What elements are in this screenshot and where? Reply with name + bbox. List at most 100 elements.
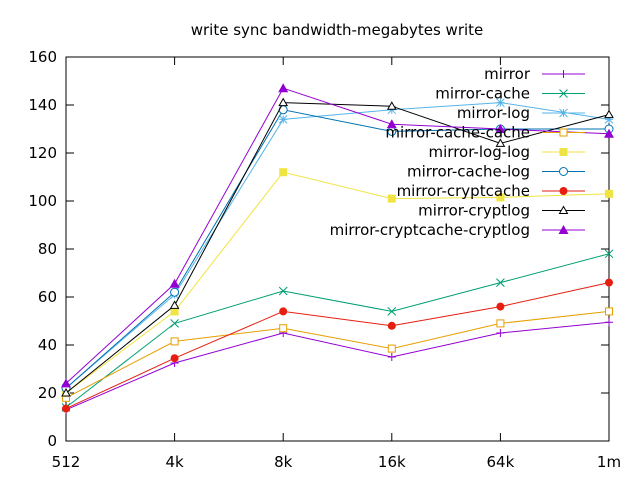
data-point — [170, 307, 179, 316]
data-point — [169, 300, 180, 309]
data-point — [387, 321, 396, 330]
data-point — [61, 387, 71, 397]
data-point — [496, 319, 505, 328]
series-line — [65, 109, 609, 389]
series-mirror — [62, 318, 613, 414]
series-layer — [61, 83, 614, 414]
legend-marker — [559, 70, 568, 78]
y-tick-label: 60 — [38, 288, 57, 306]
legend-marker — [559, 167, 568, 176]
series-mirror-cryptcache — [62, 278, 613, 413]
y-tick-label: 40 — [38, 336, 57, 354]
legend-marker — [559, 128, 568, 137]
data-point — [386, 119, 397, 129]
legend-marker — [559, 187, 568, 195]
series-line — [65, 102, 610, 389]
data-point — [170, 287, 180, 297]
data-point — [279, 324, 288, 333]
legend-entry: mirror-log-log — [429, 143, 585, 161]
series-mirror-cache — [61, 249, 614, 412]
series-line — [65, 310, 610, 399]
data-point — [170, 319, 179, 328]
data-point — [604, 109, 614, 119]
data-point — [386, 101, 397, 110]
data-point — [605, 278, 613, 287]
data-point — [605, 189, 613, 198]
legend-label: mirror-cryptcache-cryptlog — [330, 221, 530, 239]
series-mirror-cache-log — [61, 105, 614, 393]
data-point — [604, 249, 614, 259]
series-mirror-log — [61, 98, 614, 393]
legend-entry: mirror-cache-cache — [385, 124, 585, 142]
legend-entry: mirror-cryptcache — [397, 182, 585, 200]
legend-entry: mirror-cache-log — [407, 163, 585, 181]
data-point — [170, 354, 179, 363]
series-mirror-cache-cache — [62, 307, 613, 402]
data-point — [278, 97, 289, 107]
y-tick-label: 100 — [28, 192, 57, 210]
data-point — [387, 194, 396, 203]
legend-label: mirror-cache-cache — [385, 124, 530, 142]
series-mirror-log-log — [62, 168, 613, 397]
legend-label: mirror — [484, 65, 531, 83]
data-point — [495, 138, 506, 147]
legend-label: mirror-log-log — [429, 143, 530, 161]
series-line — [65, 102, 610, 394]
data-point — [170, 337, 179, 346]
data-point — [279, 307, 288, 316]
x-tick-label: 64k — [487, 453, 515, 471]
legend-label: mirror-cache-log — [407, 163, 530, 181]
series-line — [65, 171, 610, 394]
y-tick-label: 140 — [28, 96, 57, 114]
y-tick-label: 0 — [47, 432, 57, 450]
legend-label: mirror-cryptlog — [418, 202, 530, 220]
legend-label: mirror-cryptcache — [397, 182, 530, 200]
y-tick-label: 80 — [38, 240, 57, 258]
data-point — [387, 353, 396, 361]
x-tick-label: 8k — [274, 453, 293, 471]
data-point — [496, 278, 505, 287]
legend-marker — [559, 108, 568, 118]
legend-entry: mirror — [484, 65, 585, 83]
legend-entry: mirror-cryptlog — [418, 202, 585, 220]
x-tick-label: 4k — [165, 453, 184, 471]
data-point — [169, 278, 180, 288]
data-point — [495, 124, 506, 133]
data-point — [387, 307, 397, 316]
data-point — [387, 344, 396, 353]
legend-entry: mirror-cryptcache-cryptlog — [330, 221, 585, 239]
x-tick-label: 512 — [52, 453, 81, 471]
series-line — [65, 321, 610, 411]
data-point — [496, 193, 505, 202]
x-tick-label: 16k — [378, 453, 406, 471]
x-tick-label: 1m — [597, 453, 621, 471]
legend-marker — [558, 205, 569, 214]
data-point — [496, 302, 505, 311]
y-tick-label: 120 — [28, 144, 57, 162]
chart-title: write sync bandwidth-megabytes write — [191, 21, 484, 39]
data-point — [604, 128, 614, 138]
legend-entry: mirror-log — [457, 104, 585, 122]
data-point — [279, 168, 288, 177]
legend-label: mirror-cache — [435, 85, 530, 103]
y-tick-label: 160 — [28, 48, 57, 66]
data-point — [61, 378, 71, 388]
series-mirror-cryptlog — [61, 97, 614, 397]
series-line — [65, 87, 610, 384]
data-point — [278, 115, 288, 124]
data-point — [278, 83, 289, 93]
data-point — [605, 307, 613, 316]
series-line — [65, 282, 610, 410]
legend-marker — [558, 225, 569, 234]
legend-marker — [559, 148, 568, 156]
data-point — [604, 115, 614, 124]
data-point — [496, 98, 505, 107]
data-point — [278, 286, 288, 296]
series-mirror-cryptcache-cryptlog — [61, 83, 614, 388]
legend-entry: mirror-cache — [435, 85, 585, 103]
data-point — [605, 318, 613, 327]
legend-label: mirror-log — [457, 104, 530, 122]
legend-marker — [559, 89, 568, 98]
